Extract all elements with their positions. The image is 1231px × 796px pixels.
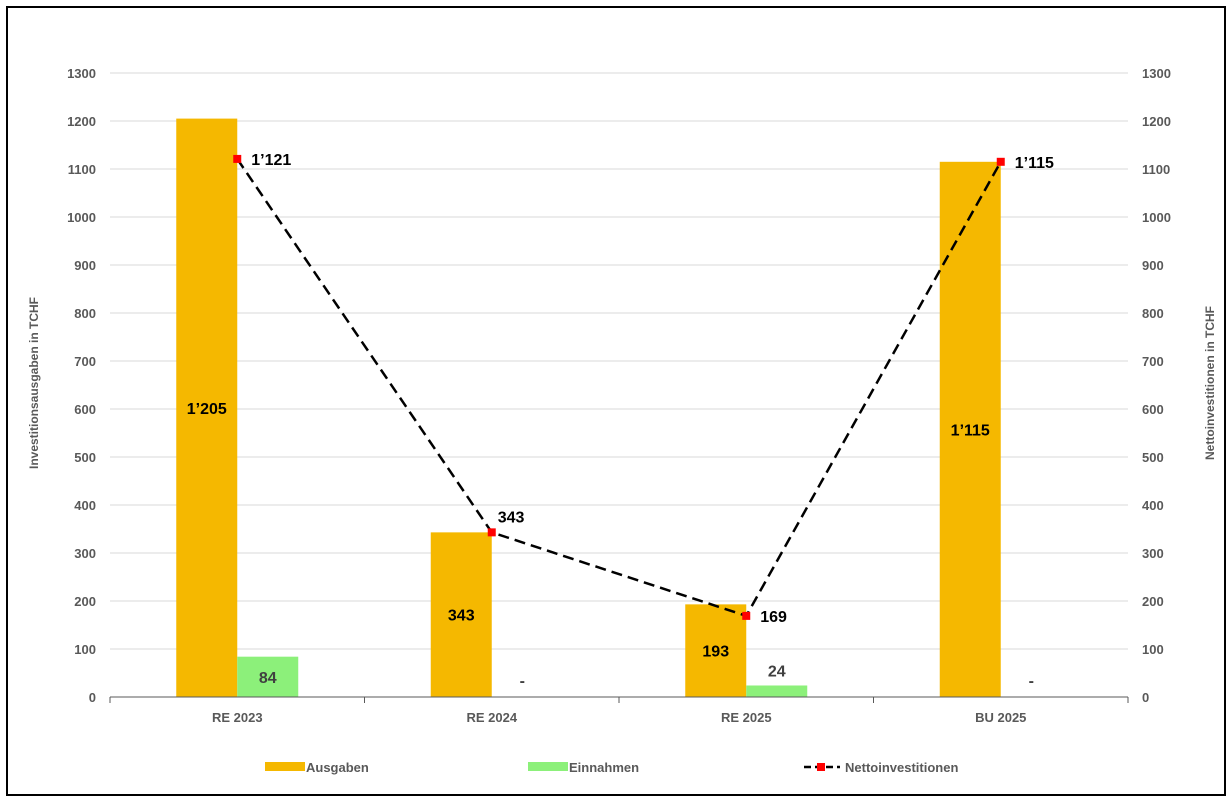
net-marker [742, 611, 751, 620]
data-label-einnahmen: 84 [259, 670, 277, 687]
bar-ausgaben [430, 532, 492, 697]
bar-ausgaben [939, 161, 1001, 698]
data-label-nettoinvestitionen: 169 [760, 609, 787, 626]
legend-label-ausgaben: Ausgaben [306, 760, 369, 775]
data-label-nettoinvestitionen: 343 [498, 509, 525, 526]
data-labels: 1’205 84 343 - 193 24 1’115 - 1’121 343 169 1’115 [187, 152, 1054, 690]
x-tick-label: RE 2025 [721, 710, 772, 725]
y-tick-label-right: 1000 [1142, 210, 1171, 225]
y-tick-label-right: 500 [1142, 450, 1164, 465]
y-tick-label-right: 100 [1142, 642, 1164, 657]
left-axis-title: Investitionsausgaben in TCHF [27, 297, 41, 469]
legend-swatch-einnahmen [528, 762, 568, 771]
y-tick-label-left: 200 [74, 594, 96, 609]
y-tick-label-right: 0 [1142, 690, 1149, 705]
y-tick-label-right: 600 [1142, 402, 1164, 417]
y-tick-label-left: 900 [74, 258, 96, 273]
net-line-path [236, 158, 1002, 618]
right-axis-title: Nettoinvestitionen in TCHF [1203, 306, 1217, 460]
y-tick-label-right: 400 [1142, 498, 1164, 513]
y-tick-label-left: 1300 [67, 66, 96, 81]
legend-label-einnahmen: Einnahmen [569, 760, 639, 775]
y-tick-label-right: 300 [1142, 546, 1164, 561]
right-axis-ticks: 0 100 200 300 400 500 600 700 800 900 1000 1100 1200… [1142, 66, 1171, 705]
legend-swatch-nettoinvestitionen-marker [817, 763, 825, 771]
data-label-ausgaben: 1’115 [951, 422, 990, 439]
y-tick-label-right: 900 [1142, 258, 1164, 273]
net-marker [233, 154, 242, 163]
bar-einnahmen [746, 685, 808, 697]
legend-label-nettoinvestitionen: Nettoinvestitionen [845, 760, 958, 775]
bar-einnahmen [237, 656, 299, 697]
y-tick-label-right: 700 [1142, 354, 1164, 369]
y-tick-label-left: 0 [89, 690, 96, 705]
y-tick-label-left: 1200 [67, 114, 96, 129]
y-tick-label-left: 700 [74, 354, 96, 369]
bar-ausgaben [176, 118, 238, 698]
axes [109, 696, 1129, 703]
y-tick-label-left: 400 [74, 498, 96, 513]
net-marker [996, 157, 1005, 166]
y-tick-label-left: 100 [74, 642, 96, 657]
y-tick-label-right: 1300 [1142, 66, 1171, 81]
legend-swatch-ausgaben [265, 762, 305, 771]
data-label-einnahmen: - [520, 673, 525, 690]
data-label-einnahmen: 24 [768, 663, 786, 680]
y-tick-label-right: 1200 [1142, 114, 1171, 129]
x-tick-label: RE 2023 [212, 710, 263, 725]
data-label-einnahmen: - [1029, 673, 1034, 690]
bars [176, 118, 1001, 698]
category-labels: RE 2023 RE 2024 RE 2025 BU 2025 [212, 710, 1026, 725]
y-tick-label-left: 300 [74, 546, 96, 561]
y-tick-label-right: 1100 [1142, 162, 1170, 177]
y-tick-label-left: 800 [74, 306, 96, 321]
y-tick-label-right: 200 [1142, 594, 1164, 609]
data-label-nettoinvestitionen: 1’115 [1015, 155, 1054, 172]
y-tick-label-right: 800 [1142, 306, 1164, 321]
data-label-nettoinvestitionen: 1’121 [251, 152, 291, 169]
y-tick-label-left: 1100 [68, 162, 96, 177]
bar-ausgaben [685, 604, 747, 697]
x-tick-label: RE 2024 [466, 710, 517, 725]
y-tick-label-left: 500 [74, 450, 96, 465]
left-axis-ticks: 0 100 200 300 400 500 600 700 800 900 1000 1100 1200… [67, 66, 96, 705]
y-tick-label-left: 600 [74, 402, 96, 417]
y-tick-label-left: 1000 [67, 210, 96, 225]
data-label-ausgaben: 343 [448, 608, 475, 625]
net-investment-line [233, 154, 1005, 620]
data-label-ausgaben: 193 [702, 644, 729, 661]
data-label-ausgaben: 1’205 [187, 401, 227, 418]
x-tick-label: BU 2025 [975, 710, 1026, 725]
net-marker [487, 528, 496, 537]
legend: Ausgaben Einnahmen Nettoinvestitionen [265, 760, 958, 775]
